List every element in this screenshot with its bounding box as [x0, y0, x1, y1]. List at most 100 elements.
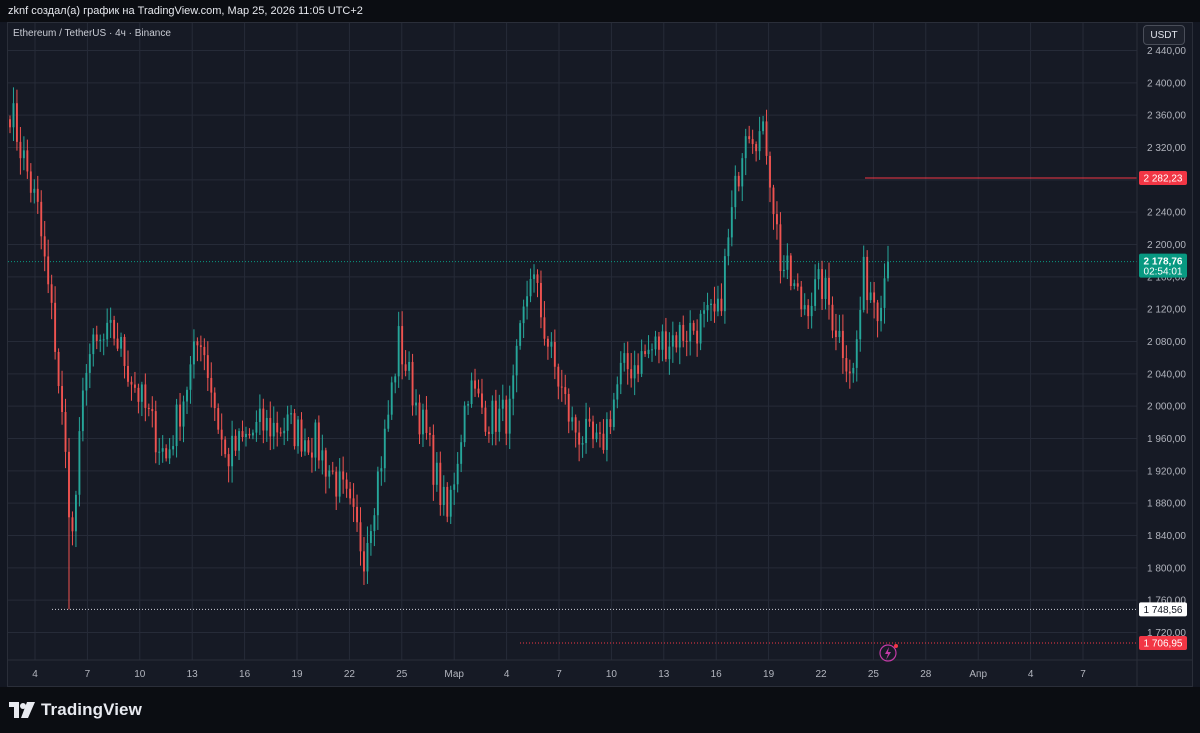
candle-up — [880, 307, 883, 322]
candle-up — [290, 413, 293, 415]
price-tick-label: 2 320,00 — [1147, 143, 1186, 154]
candle-down — [29, 171, 32, 193]
candle-down — [630, 369, 633, 379]
candle-down — [54, 302, 57, 352]
candle-up — [106, 322, 109, 340]
candle-down — [626, 353, 629, 370]
candle-down — [848, 371, 851, 374]
candle-down — [609, 419, 612, 427]
candle-down — [658, 336, 660, 350]
candle-up — [585, 418, 588, 444]
candle-down — [356, 506, 358, 523]
candle-up — [612, 399, 615, 427]
candle-down — [796, 283, 799, 287]
candle-up — [456, 463, 459, 485]
candle-up — [689, 322, 692, 342]
candle-up — [33, 188, 36, 193]
chart-header: zknf создал(а) график на TradingView.com… — [0, 0, 1200, 22]
candle-down — [567, 393, 570, 422]
time-tick-label: 4 — [32, 669, 38, 680]
price-tick-label: 2 400,00 — [1147, 78, 1186, 89]
level-tag — [1139, 636, 1187, 651]
symbol-label[interactable]: Ethereum / TetherUS · 4ч · Binance — [13, 28, 171, 39]
countdown-text: 02:54:01 — [1144, 267, 1183, 278]
price-tick-label: 1 960,00 — [1147, 434, 1186, 445]
level-tag-text: 2 282,23 — [1144, 174, 1183, 185]
candle-down — [71, 517, 74, 532]
grid-lines — [8, 23, 1137, 660]
candle-up — [734, 175, 737, 208]
candle-up — [710, 303, 712, 306]
candle-up — [408, 361, 411, 371]
candle-down — [588, 418, 591, 422]
candle-down — [68, 451, 70, 518]
time-axis[interactable]: 4 7 10 13 16 19 22 25 Мар 4 7 10 13 16 19 22 25 28 Апр 4 7 — [8, 23, 1192, 687]
candle-up — [723, 256, 726, 312]
time-tick-label: 10 — [606, 669, 618, 680]
candle-down — [481, 393, 483, 408]
time-tick-label: 7 — [1080, 669, 1086, 680]
candle-up — [321, 450, 324, 461]
candle-down — [262, 408, 265, 431]
candle-up — [717, 298, 719, 312]
candle-down — [61, 386, 64, 412]
price-tick-label: 2 240,00 — [1147, 208, 1186, 219]
candle-down — [26, 150, 29, 172]
candle-up — [373, 515, 376, 532]
candle-down — [775, 214, 778, 225]
candle-down — [147, 407, 150, 410]
lightning-alert-icon[interactable] — [879, 644, 898, 662]
candle-up — [467, 404, 470, 406]
candle-down — [269, 417, 272, 437]
price-axis[interactable]: 2 440,002 400,002 360,002 320,002 280,00… — [1137, 23, 1192, 660]
candle-down — [866, 256, 869, 301]
candle-up — [99, 339, 102, 341]
candle-up — [654, 336, 657, 350]
candle-up — [647, 349, 650, 355]
price-tick-label: 2 040,00 — [1147, 369, 1186, 380]
currency-button[interactable]: USDT — [1143, 25, 1185, 45]
time-tick-label: 13 — [187, 669, 199, 680]
candle-down — [432, 434, 435, 485]
price-tick-label: 1 840,00 — [1147, 531, 1186, 542]
candle-down — [40, 201, 43, 237]
time-tick-label: 10 — [134, 669, 146, 680]
candle-up — [727, 237, 730, 257]
candle-down — [505, 399, 508, 434]
time-tick-label: 19 — [291, 669, 303, 680]
candle-up — [12, 103, 15, 128]
candle-down — [19, 141, 22, 159]
candle-down — [685, 340, 688, 342]
price-axis-bg — [1137, 23, 1192, 660]
candle-up — [786, 255, 789, 270]
price-tick-label: 2 360,00 — [1147, 111, 1186, 122]
price-tick-label: 2 000,00 — [1147, 402, 1186, 413]
level-lines — [8, 177, 1137, 644]
candle-down — [137, 387, 140, 402]
time-tick-label: 4 — [504, 669, 510, 680]
time-tick-label: Апр — [969, 669, 987, 680]
candle-down — [720, 298, 723, 312]
candle-down — [123, 336, 126, 366]
candle-up — [394, 376, 397, 383]
tradingview-logo-icon — [9, 702, 35, 718]
candle-down — [9, 119, 11, 128]
candle-up — [435, 462, 438, 485]
candle-down — [841, 330, 844, 359]
candle-up — [671, 335, 674, 347]
time-tick-label: 4 — [1028, 669, 1034, 680]
time-tick-label: 7 — [85, 669, 91, 680]
tradingview-logo[interactable]: TradingView — [9, 700, 142, 720]
candle-up — [238, 431, 240, 451]
candles — [9, 87, 889, 610]
candle-up — [161, 448, 164, 452]
candle-down — [789, 255, 792, 287]
candle-up — [803, 305, 806, 310]
candle-up — [529, 278, 532, 297]
time-tick-label: 25 — [396, 669, 408, 680]
candle-up — [415, 402, 417, 406]
candle-up — [422, 409, 424, 435]
candle-down — [307, 440, 310, 453]
